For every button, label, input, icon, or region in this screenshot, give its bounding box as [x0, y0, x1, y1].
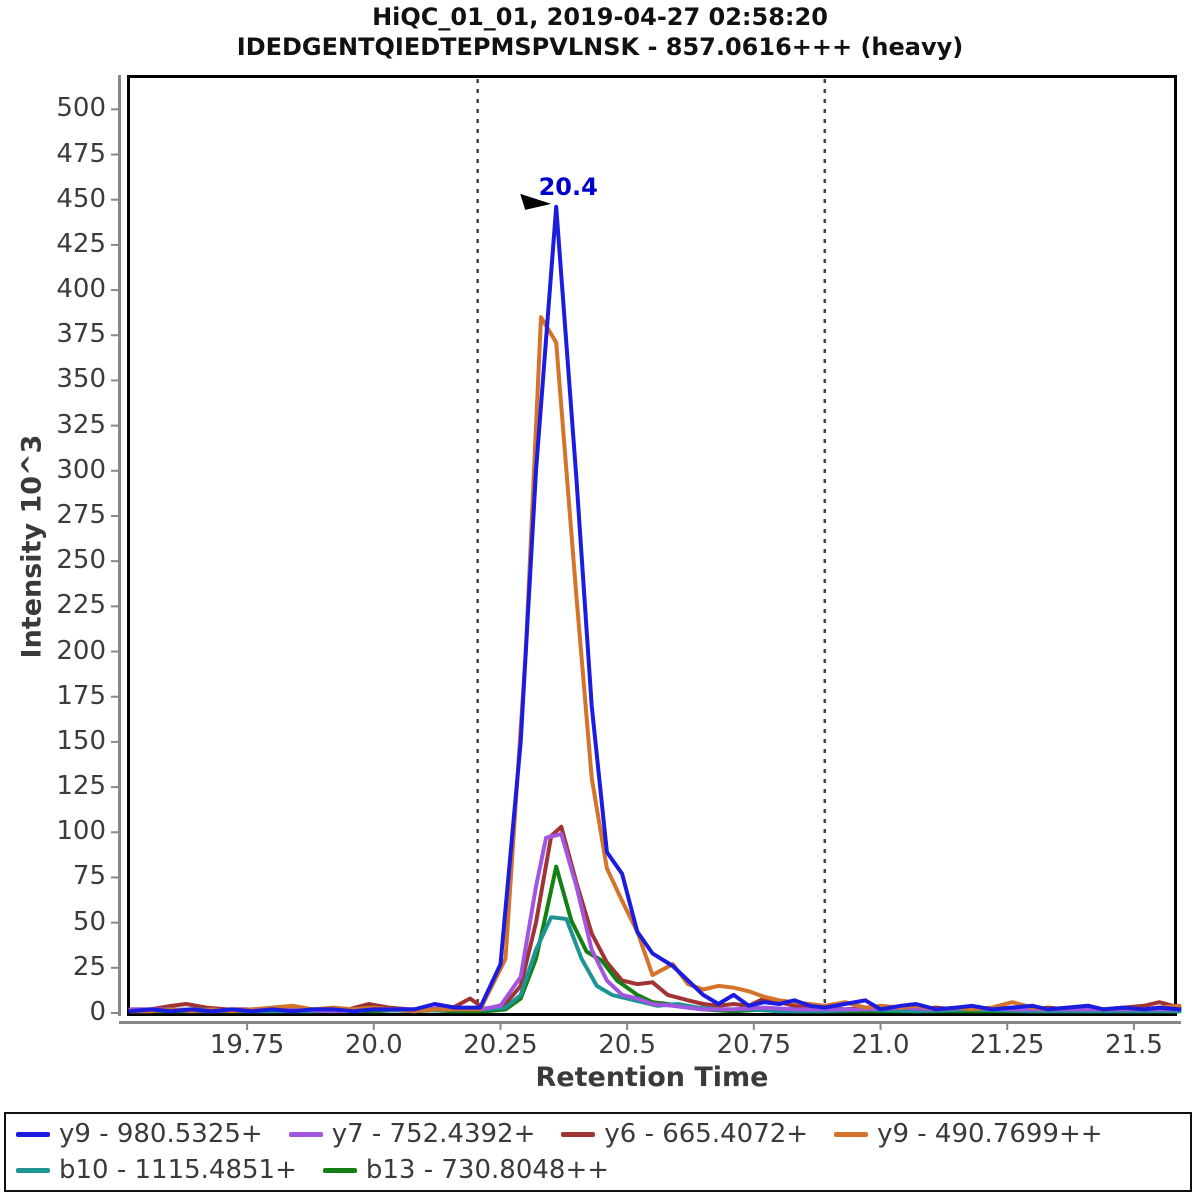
y-tick-label: 200: [56, 635, 106, 666]
legend-item-b10: b10 - 1115.4851+: [16, 1155, 297, 1185]
title-block: HiQC_01_01, 2019-04-27 02:58:20 IDEDGENT…: [0, 2, 1200, 62]
x-tick-label: 20.0: [344, 1030, 403, 1060]
legend-label: y6 - 665.4072+: [604, 1119, 809, 1149]
legend-swatch-icon: [322, 1167, 357, 1173]
x-axis-label: Retention Time: [535, 1062, 769, 1093]
plot-frame: [127, 75, 1177, 1016]
legend-swatch-icon: [16, 1131, 50, 1137]
y-tick-label: 100: [56, 816, 106, 847]
x-tick-label: 21.25: [970, 1030, 1045, 1060]
series-line-y9-490.7699++: [128, 315, 1182, 1014]
legend-label: b10 - 1115.4851+: [59, 1155, 297, 1185]
series-line-b13-730.8048++: [128, 864, 1182, 1014]
y-tick-label: 500: [56, 93, 106, 124]
chromatogram-plot[interactable]: 20.4: [0, 0, 1200, 1110]
chart-title: HiQC_01_01, 2019-04-27 02:58:20: [372, 3, 828, 31]
legend-swatch-icon: [288, 1131, 323, 1137]
y-tick-label: 0: [89, 997, 106, 1027]
legend-item-y7: y7 - 752.4392+: [288, 1119, 536, 1149]
legend-swatch-icon: [561, 1131, 596, 1137]
x-tick-label: 21.0: [851, 1030, 910, 1060]
legend-item-y9: y9 - 980.5325+: [16, 1119, 263, 1149]
legend-item-b13: b13 - 730.8048++: [322, 1155, 610, 1185]
peak-rt-annotation[interactable]: 20.4: [539, 173, 598, 201]
legend-label: y9 - 490.7699++: [877, 1119, 1103, 1149]
x-tick-label: 20.25: [463, 1030, 538, 1060]
series-line-y6-665.4072+: [128, 824, 1182, 1014]
y-tick-label: 325: [56, 409, 106, 440]
series-line-b10-1115.4851+: [128, 915, 1182, 1014]
y-tick-label: 125: [56, 771, 106, 802]
y-tick-label: 225: [56, 590, 106, 621]
legend-swatch-icon: [834, 1131, 869, 1137]
x-tick-label: 20.5: [598, 1030, 657, 1060]
legend-label: b13 - 730.8048++: [365, 1155, 610, 1185]
y-tick-label: 350: [56, 364, 106, 395]
y-tick-label: 375: [56, 319, 106, 350]
x-tick-label: 21.5: [1104, 1030, 1163, 1060]
y-tick-label: 400: [56, 274, 106, 305]
x-tick-label: 19.75: [209, 1030, 285, 1060]
y-tick-label: 300: [56, 454, 106, 485]
legend-label: y7 - 752.4392+: [331, 1119, 536, 1149]
y-tick-label: 50: [72, 906, 106, 937]
y-tick-label: 150: [56, 725, 106, 756]
legend-label: y9 - 980.5325+: [59, 1119, 263, 1149]
legend-row-2: b10 - 1115.4851+ b13 - 730.8048++: [16, 1155, 1190, 1185]
legend-row-1: y9 - 980.5325+ y7 - 752.4392+ y6 - 665.407…: [16, 1119, 1190, 1149]
legend-swatch-icon: [16, 1167, 50, 1173]
y-tick-label: 250: [56, 545, 106, 576]
y-tick-label: 425: [56, 228, 106, 259]
legend: y9 - 980.5325+ y7 - 752.4392+ y6 - 665.407…: [4, 1112, 1192, 1192]
x-tick-label: 20.75: [716, 1030, 792, 1060]
chart-subtitle: IDEDGENTQIEDTEPMSPVLNSK - 857.0616+++ (h…: [236, 33, 964, 61]
y-tick-label: 175: [56, 680, 106, 711]
y-tick-label: 75: [72, 861, 106, 892]
peak-arrow-icon: [520, 193, 552, 210]
y-tick-label: 475: [56, 138, 106, 169]
legend-item-y6: y6 - 665.4072+: [561, 1119, 808, 1149]
y-tick-label: 275: [56, 499, 106, 530]
y-tick-label: 450: [56, 183, 106, 214]
legend-item-y9: y9 - 490.7699++: [834, 1119, 1103, 1149]
series-line-y9-980.5325+: [128, 204, 1182, 1014]
y-tick-label: 25: [72, 951, 106, 982]
